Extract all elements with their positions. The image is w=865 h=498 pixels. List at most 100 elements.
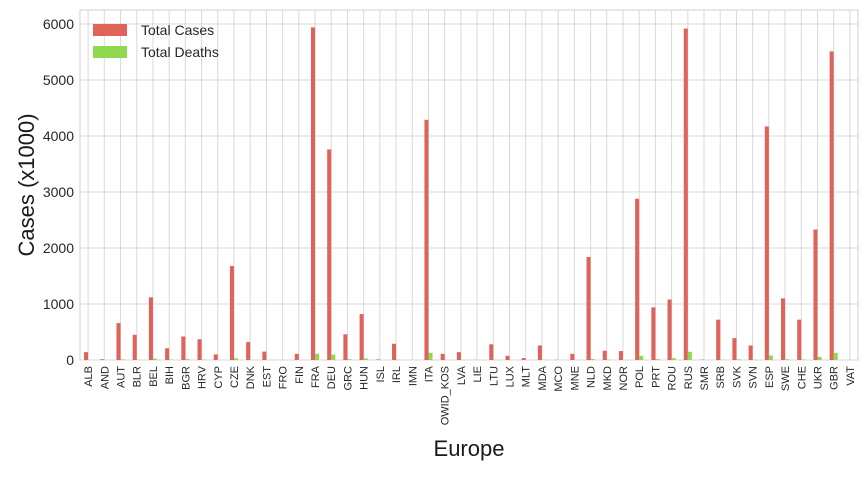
- legend-swatch-total-cases: [93, 24, 127, 36]
- x-tick-label: ESP: [764, 366, 776, 388]
- bar-total-deaths-svk: [736, 359, 741, 360]
- x-tick-label: LTU: [488, 366, 500, 386]
- bar-total-cases-gbr: [829, 51, 834, 360]
- x-tick-label: BIH: [164, 366, 176, 384]
- bar-total-deaths-hun: [363, 358, 368, 360]
- bar-total-cases-cyp: [213, 354, 218, 360]
- x-tick-label: LUX: [505, 365, 517, 387]
- bar-total-deaths-nld: [590, 358, 595, 360]
- bar-total-cases-mda: [537, 345, 542, 360]
- y-tick-labels: 0 1000 2000 3000 4000 5000 6000: [43, 16, 74, 368]
- x-tick-label: MDA: [537, 365, 549, 390]
- bar-total-cases-nor: [618, 351, 623, 360]
- x-tick-label: IRL: [391, 366, 403, 383]
- bar-total-cases-lux: [505, 355, 510, 360]
- bar-total-cases-ita: [424, 119, 429, 360]
- bar-total-cases-rou: [667, 299, 672, 360]
- x-tick-label: SRB: [715, 366, 727, 389]
- bar-total-cases-dnk: [246, 342, 251, 360]
- bar-total-deaths-aut: [120, 359, 125, 360]
- bar-total-deaths-ita: [428, 352, 433, 360]
- x-tick-label: CHE: [796, 366, 808, 389]
- bar-total-cases-mkd: [602, 350, 607, 360]
- bar-total-cases-rus: [683, 28, 688, 360]
- bar-total-deaths-ukr: [817, 356, 822, 360]
- x-tick-label: BLR: [132, 366, 144, 387]
- bar-total-deaths-grc: [347, 359, 352, 360]
- x-tick-label: AND: [99, 366, 111, 389]
- x-tick-label: DEU: [326, 366, 338, 389]
- x-tick-label: LVA: [456, 365, 468, 385]
- bar-total-cases-isl: [375, 359, 380, 360]
- y-tick-label: 0: [66, 352, 74, 368]
- x-tick-label: HRV: [197, 365, 209, 389]
- x-tick-label: UKR: [812, 366, 824, 389]
- x-axis-title: Europe: [434, 436, 505, 461]
- bar-total-cases-and: [100, 359, 105, 360]
- legend-swatch-total-deaths: [93, 46, 127, 58]
- x-tick-label: ITA: [423, 365, 435, 382]
- bar-total-cases-bgr: [181, 336, 186, 360]
- x-tick-label: BEL: [148, 366, 160, 387]
- bar-total-cases-nld: [586, 256, 591, 360]
- bar-total-cases-deu: [327, 149, 332, 360]
- plot-background: [79, 9, 859, 361]
- x-tick-label: FRO: [278, 366, 290, 390]
- bar-total-cases-svk: [732, 338, 737, 360]
- x-tick-label: IMN: [407, 366, 419, 386]
- x-tick-label: MNE: [569, 366, 581, 390]
- bar-total-cases-mne: [570, 353, 575, 360]
- bar-total-cases-pol: [635, 198, 640, 360]
- x-tick-label: NOR: [618, 366, 630, 391]
- x-tick-label: BGR: [180, 366, 192, 390]
- x-tick-label: LIE: [472, 366, 484, 383]
- y-tick-label: 4000: [43, 128, 74, 144]
- bar-total-cases-owid_kos: [440, 353, 445, 360]
- bar-total-cases-esp: [764, 126, 769, 360]
- bar-total-deaths-deu: [331, 354, 336, 360]
- bar-total-cases-grc: [343, 334, 348, 360]
- bar-total-cases-svn: [748, 345, 753, 360]
- bar-total-deaths-swe: [785, 359, 790, 360]
- bar-total-deaths-gbr: [833, 352, 838, 360]
- x-tick-labels: ALB AND AUT BLR BEL BIH BGR HRV CYP CZE DNK EST FRO F…: [83, 365, 857, 425]
- bar-total-cases-prt: [651, 307, 656, 360]
- bar-total-cases-aut: [116, 323, 121, 360]
- y-tick-label: 5000: [43, 72, 74, 88]
- x-tick-label: OWID_KOS: [440, 366, 452, 425]
- bar-total-deaths-bgr: [185, 359, 190, 360]
- x-tick-label: MKD: [602, 366, 614, 391]
- bar-total-cases-lva: [456, 352, 461, 360]
- bar-total-deaths-prt: [655, 359, 660, 360]
- bar-total-cases-blr: [132, 334, 137, 360]
- x-tick-label: HUN: [359, 366, 371, 390]
- x-tick-label: PRT: [650, 366, 662, 388]
- bar-total-cases-fra: [310, 27, 316, 361]
- y-tick-label: 1000: [43, 296, 74, 312]
- x-tick-label: CYP: [213, 366, 225, 389]
- bar-total-deaths-rou: [671, 358, 676, 360]
- bar-total-deaths-esp: [768, 355, 773, 360]
- bars-group: [84, 27, 850, 361]
- x-tick-label: FIN: [294, 366, 306, 384]
- x-tick-label: SVK: [731, 365, 743, 388]
- y-axis-title: Cases (x1000): [14, 113, 39, 256]
- bar-total-cases-swe: [781, 298, 786, 360]
- bar-total-cases-est: [262, 351, 267, 360]
- y-tick-label: 6000: [43, 16, 74, 32]
- bar-total-cases-alb: [84, 352, 89, 360]
- bar-total-deaths-pol: [639, 355, 644, 360]
- x-tick-label: RUS: [683, 366, 695, 389]
- x-tick-label: SWE: [780, 366, 792, 391]
- bar-total-deaths-bel: [152, 358, 157, 360]
- y-tick-label: 2000: [43, 240, 74, 256]
- x-tick-label: AUT: [116, 366, 128, 388]
- x-tick-label: MLT: [521, 366, 533, 387]
- bar-total-cases-fin: [294, 353, 299, 360]
- bar-total-cases-hun: [359, 314, 364, 360]
- legend-label-total-cases: Total Cases: [141, 22, 214, 38]
- x-tick-label: MCO: [553, 366, 565, 392]
- bar-total-deaths-fra: [315, 353, 320, 360]
- bar-total-deaths-bih: [169, 359, 174, 360]
